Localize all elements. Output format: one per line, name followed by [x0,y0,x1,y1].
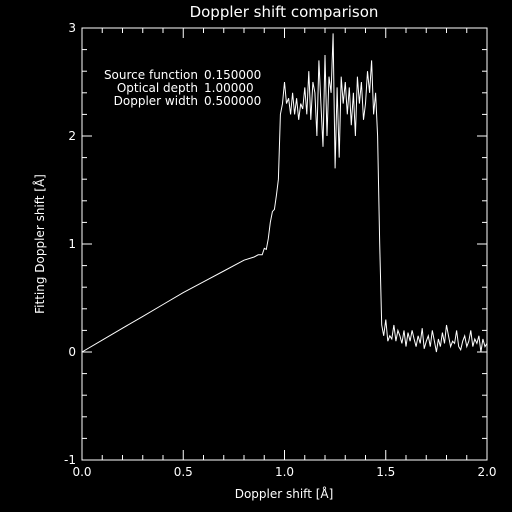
y-tick-label: 3 [68,21,76,35]
annotation-value: 1.00000 [204,81,254,95]
annotation-value: 0.500000 [204,94,261,108]
y-tick-label: 1 [68,237,76,251]
x-tick-label: 2.0 [477,465,496,479]
x-axis-title: Doppler shift [Å] [235,486,334,501]
annotation-label: Source function [104,68,198,82]
annotation-label: Doppler width [114,94,198,108]
chart-title: Doppler shift comparison [190,3,379,21]
y-tick-label: -1 [64,453,76,467]
parameter-annotations: Source function 0.150000 Optical depth 1.00… [104,68,261,108]
x-tick-label: 0.0 [72,465,91,479]
x-tick-label: 0.5 [174,465,193,479]
series-line [81,33,488,353]
y-axis-title: Fitting Doppler shift [Å] [32,174,47,314]
y-tick-label: 2 [68,129,76,143]
x-tick-label: 1.5 [376,465,395,479]
annotation-value: 0.150000 [204,68,261,82]
y-tick-label: 0 [68,345,76,359]
axis-ticks [81,27,488,461]
annotation-label: Optical depth [117,81,198,95]
x-tick-label: 1.0 [275,465,294,479]
tick-labels: 0.0 0.5 1.0 1.5 2.0 -1 0 1 2 3 [64,21,497,479]
